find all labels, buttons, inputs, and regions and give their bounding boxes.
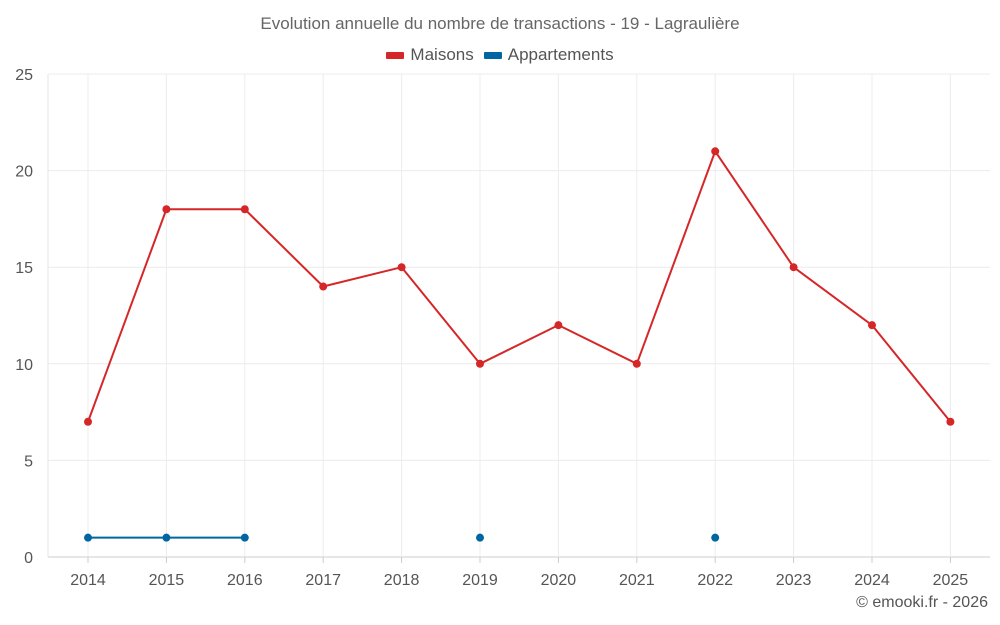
series-line-maisons bbox=[87, 150, 952, 423]
data-point-maisons bbox=[632, 359, 641, 368]
credit: © emooki.fr - 2026 bbox=[856, 594, 988, 611]
x-tick-label: 2017 bbox=[305, 572, 341, 589]
data-point-maisons bbox=[789, 263, 798, 272]
x-tick-label: 2022 bbox=[697, 572, 733, 589]
data-point-maisons bbox=[319, 282, 328, 291]
data-point-maisons bbox=[554, 321, 563, 330]
legend: Maisons Appartements bbox=[0, 45, 1000, 65]
legend-item-maisons[interactable]: Maisons bbox=[386, 45, 474, 65]
x-tick-label: 2021 bbox=[619, 572, 655, 589]
y-tick-label: 10 bbox=[15, 357, 33, 374]
data-point-maisons bbox=[84, 417, 92, 426]
data-point-maisons bbox=[397, 263, 406, 272]
x-tick-label: 2015 bbox=[149, 572, 185, 589]
data-point-maisons bbox=[476, 359, 484, 368]
x-tick-label: 2025 bbox=[933, 572, 969, 589]
legend-item-appartements[interactable]: Appartements bbox=[483, 45, 614, 65]
legend-swatch-maisons bbox=[386, 51, 405, 59]
data-point-appartements bbox=[476, 533, 484, 542]
data-point-appartements bbox=[84, 533, 92, 542]
x-tick-label: 2020 bbox=[541, 572, 577, 589]
y-tick-label: 5 bbox=[24, 453, 33, 470]
legend-label-maisons: Maisons bbox=[410, 45, 474, 64]
x-tick-label: 2016 bbox=[227, 572, 263, 589]
x-tick-label: 2019 bbox=[462, 572, 498, 589]
legend-swatch-appartements bbox=[483, 51, 502, 59]
data-point-maisons bbox=[240, 205, 249, 214]
y-tick-label: 20 bbox=[15, 164, 33, 181]
legend-label-appartements: Appartements bbox=[507, 45, 614, 64]
data-point-maisons bbox=[946, 417, 955, 426]
data-point-maisons bbox=[868, 321, 876, 330]
y-tick-label: 0 bbox=[24, 550, 33, 567]
x-tick-label: 2014 bbox=[70, 572, 106, 589]
data-point-appartements bbox=[162, 533, 171, 542]
data-point-maisons bbox=[711, 147, 720, 156]
x-tick-label: 2024 bbox=[854, 572, 890, 589]
data-point-appartements bbox=[240, 533, 249, 542]
y-tick-label: 15 bbox=[15, 260, 33, 277]
data-point-appartements bbox=[711, 533, 720, 542]
x-tick-label: 2018 bbox=[384, 572, 420, 589]
x-tick-label: 2023 bbox=[776, 572, 812, 589]
chart-title: Evolution annuelle du nombre de transact… bbox=[260, 14, 740, 33]
y-tick-label: 25 bbox=[15, 67, 33, 84]
data-point-maisons bbox=[162, 205, 171, 214]
